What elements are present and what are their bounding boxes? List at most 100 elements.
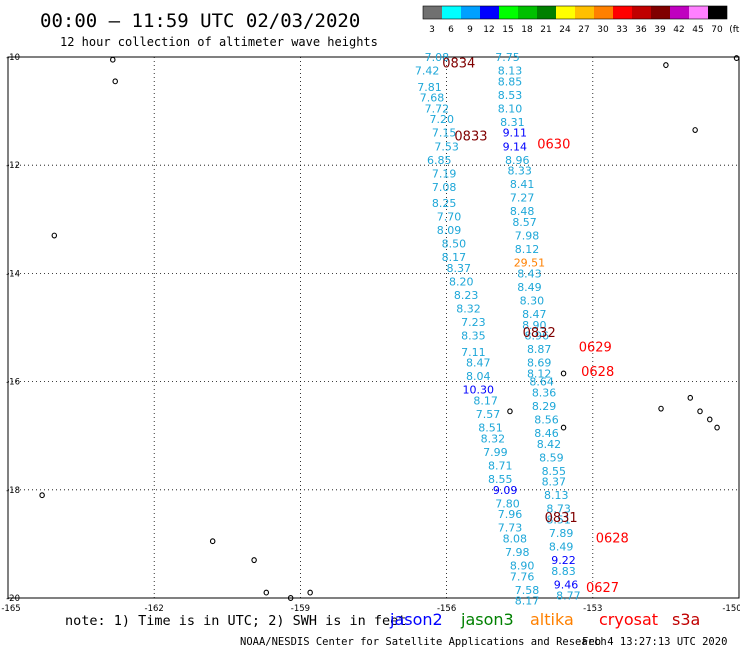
color-scale-label: 70 bbox=[711, 25, 723, 35]
color-scale-label: 24 bbox=[559, 25, 571, 35]
pass-time-label: 0627 bbox=[586, 581, 619, 596]
wave-height-value: 7.76 bbox=[510, 570, 535, 583]
pass-time-label: 0629 bbox=[579, 340, 612, 355]
y-tick-label: -20 bbox=[6, 594, 20, 604]
color-scale-label: 15 bbox=[502, 25, 513, 35]
wave-height-value: 8.20 bbox=[449, 276, 474, 289]
wave-height-value: 8.55 bbox=[542, 465, 567, 478]
color-swatch bbox=[556, 6, 575, 19]
wave-height-value: 8.32 bbox=[456, 303, 481, 316]
color-swatch bbox=[594, 6, 613, 19]
color-swatch bbox=[499, 6, 518, 19]
wave-height-value: 8.42 bbox=[537, 438, 562, 451]
pass-time-label: 0832 bbox=[523, 326, 556, 341]
pass-time-label: 0628 bbox=[596, 531, 629, 546]
wave-height-value: 8.49 bbox=[549, 541, 574, 554]
coastlines bbox=[39, 55, 740, 601]
wave-height-value: 8.64 bbox=[529, 376, 554, 389]
wave-height-value: 8.69 bbox=[527, 357, 552, 370]
color-scale-label: 45 bbox=[692, 25, 703, 35]
map-grid bbox=[8, 57, 739, 598]
color-swatch bbox=[632, 6, 651, 19]
wave-height-value: 8.29 bbox=[532, 400, 557, 413]
wave-height-value: 9.09 bbox=[493, 484, 518, 497]
legend-altika: altika bbox=[530, 610, 574, 629]
wave-height-value: 9.46 bbox=[554, 578, 579, 591]
island-outline bbox=[307, 589, 313, 596]
pass-time-label: 0831 bbox=[545, 511, 578, 526]
wave-height-value: 7.08 bbox=[432, 181, 457, 194]
color-swatch bbox=[537, 6, 556, 19]
color-scale-label: (ft) bbox=[729, 25, 740, 35]
wave-height-value: 8.10 bbox=[498, 102, 523, 115]
color-scale-label: 3 bbox=[429, 25, 435, 35]
pass-time-label: 0833 bbox=[454, 129, 487, 144]
footer-note: note: 1) Time is in UTC; 2) SWH is in fe… bbox=[65, 613, 406, 629]
wave-height-value: 8.77 bbox=[556, 589, 581, 602]
wave-height-value: 8.37 bbox=[447, 262, 472, 275]
wave-height-value: 8.90 bbox=[522, 319, 547, 332]
wave-height-value: 7.73 bbox=[498, 522, 523, 535]
wave-height-value: 7.53 bbox=[434, 140, 459, 153]
wave-height-value: 8.87 bbox=[527, 343, 552, 356]
pass-time-label: 0630 bbox=[537, 138, 570, 153]
wave-height-tracks: 7.087.427.817.687.727.207.157.536.857.19… bbox=[415, 51, 581, 608]
wave-height-value: 8.59 bbox=[539, 451, 564, 464]
color-swatch bbox=[651, 6, 670, 19]
wave-height-value: 8.13 bbox=[498, 65, 523, 78]
legend-jason3: jason3 bbox=[460, 610, 514, 629]
color-scale-label: 18 bbox=[521, 25, 533, 35]
wave-height-value: 8.23 bbox=[454, 289, 479, 302]
legend-s3a: s3a bbox=[672, 610, 700, 629]
color-scale-label: 33 bbox=[616, 25, 627, 35]
wave-height-value: 9.22 bbox=[551, 554, 576, 567]
color-scale-label: 39 bbox=[654, 25, 666, 35]
wave-height-value: 8.13 bbox=[544, 489, 569, 502]
color-scale-label: 36 bbox=[635, 25, 647, 35]
x-tick-label: -159 bbox=[291, 604, 310, 614]
color-swatch bbox=[575, 6, 594, 19]
wave-height-value: 8.08 bbox=[503, 532, 528, 545]
wave-height-value: 8.17 bbox=[515, 595, 540, 608]
island-outline bbox=[560, 370, 567, 377]
wave-height-value: 8.30 bbox=[520, 294, 545, 307]
color-swatch bbox=[442, 6, 461, 19]
color-swatch bbox=[708, 6, 727, 19]
wave-height-value: 8.46 bbox=[534, 427, 559, 440]
wave-height-value: 8.31 bbox=[500, 116, 525, 129]
wave-height-value: 7.72 bbox=[425, 102, 450, 115]
island-outline bbox=[692, 127, 698, 133]
wave-height-value: 7.81 bbox=[417, 81, 442, 94]
wave-height-value: 7.68 bbox=[420, 92, 445, 105]
wave-height-value: 8.96 bbox=[525, 330, 550, 343]
color-swatch bbox=[423, 6, 442, 19]
x-tick-label: -156 bbox=[437, 604, 456, 614]
island-outline bbox=[707, 416, 713, 423]
wave-height-value: 7.99 bbox=[483, 446, 508, 459]
wave-height-value: 7.20 bbox=[429, 113, 454, 126]
wave-height-value: 8.36 bbox=[532, 386, 557, 399]
y-tick-label: -14 bbox=[6, 269, 20, 279]
wave-height-value: 8.90 bbox=[510, 560, 535, 573]
color-scale-label: 21 bbox=[540, 25, 551, 35]
wave-height-value: 7.42 bbox=[415, 65, 440, 78]
color-swatch bbox=[480, 6, 499, 19]
island-outline bbox=[733, 55, 740, 62]
wave-height-value: 8.12 bbox=[527, 367, 552, 380]
wave-height-value: 7.08 bbox=[425, 51, 450, 64]
wave-height-value: 8.37 bbox=[542, 476, 567, 489]
pass-time-labels: 0834 0833 0630 0832 0629 0628 0831 0628 0627 bbox=[442, 56, 629, 596]
color-scale-label: 42 bbox=[673, 25, 684, 35]
wave-height-value: 8.35 bbox=[461, 330, 486, 343]
y-tick-label: -18 bbox=[6, 486, 20, 496]
wave-height-value: 10.30 bbox=[463, 384, 495, 397]
wave-height-value: 8.96 bbox=[505, 154, 530, 167]
pass-time-label: 0834 bbox=[442, 56, 475, 71]
wave-height-value: 7.11 bbox=[461, 346, 486, 359]
y-tick-label: -16 bbox=[6, 378, 20, 388]
island-outline bbox=[251, 557, 257, 564]
color-scale-label: 27 bbox=[578, 25, 589, 35]
wave-height-value: 8.17 bbox=[442, 251, 467, 264]
satellite-legend: jason2 jason3 altika cryosat s3a bbox=[389, 610, 700, 629]
